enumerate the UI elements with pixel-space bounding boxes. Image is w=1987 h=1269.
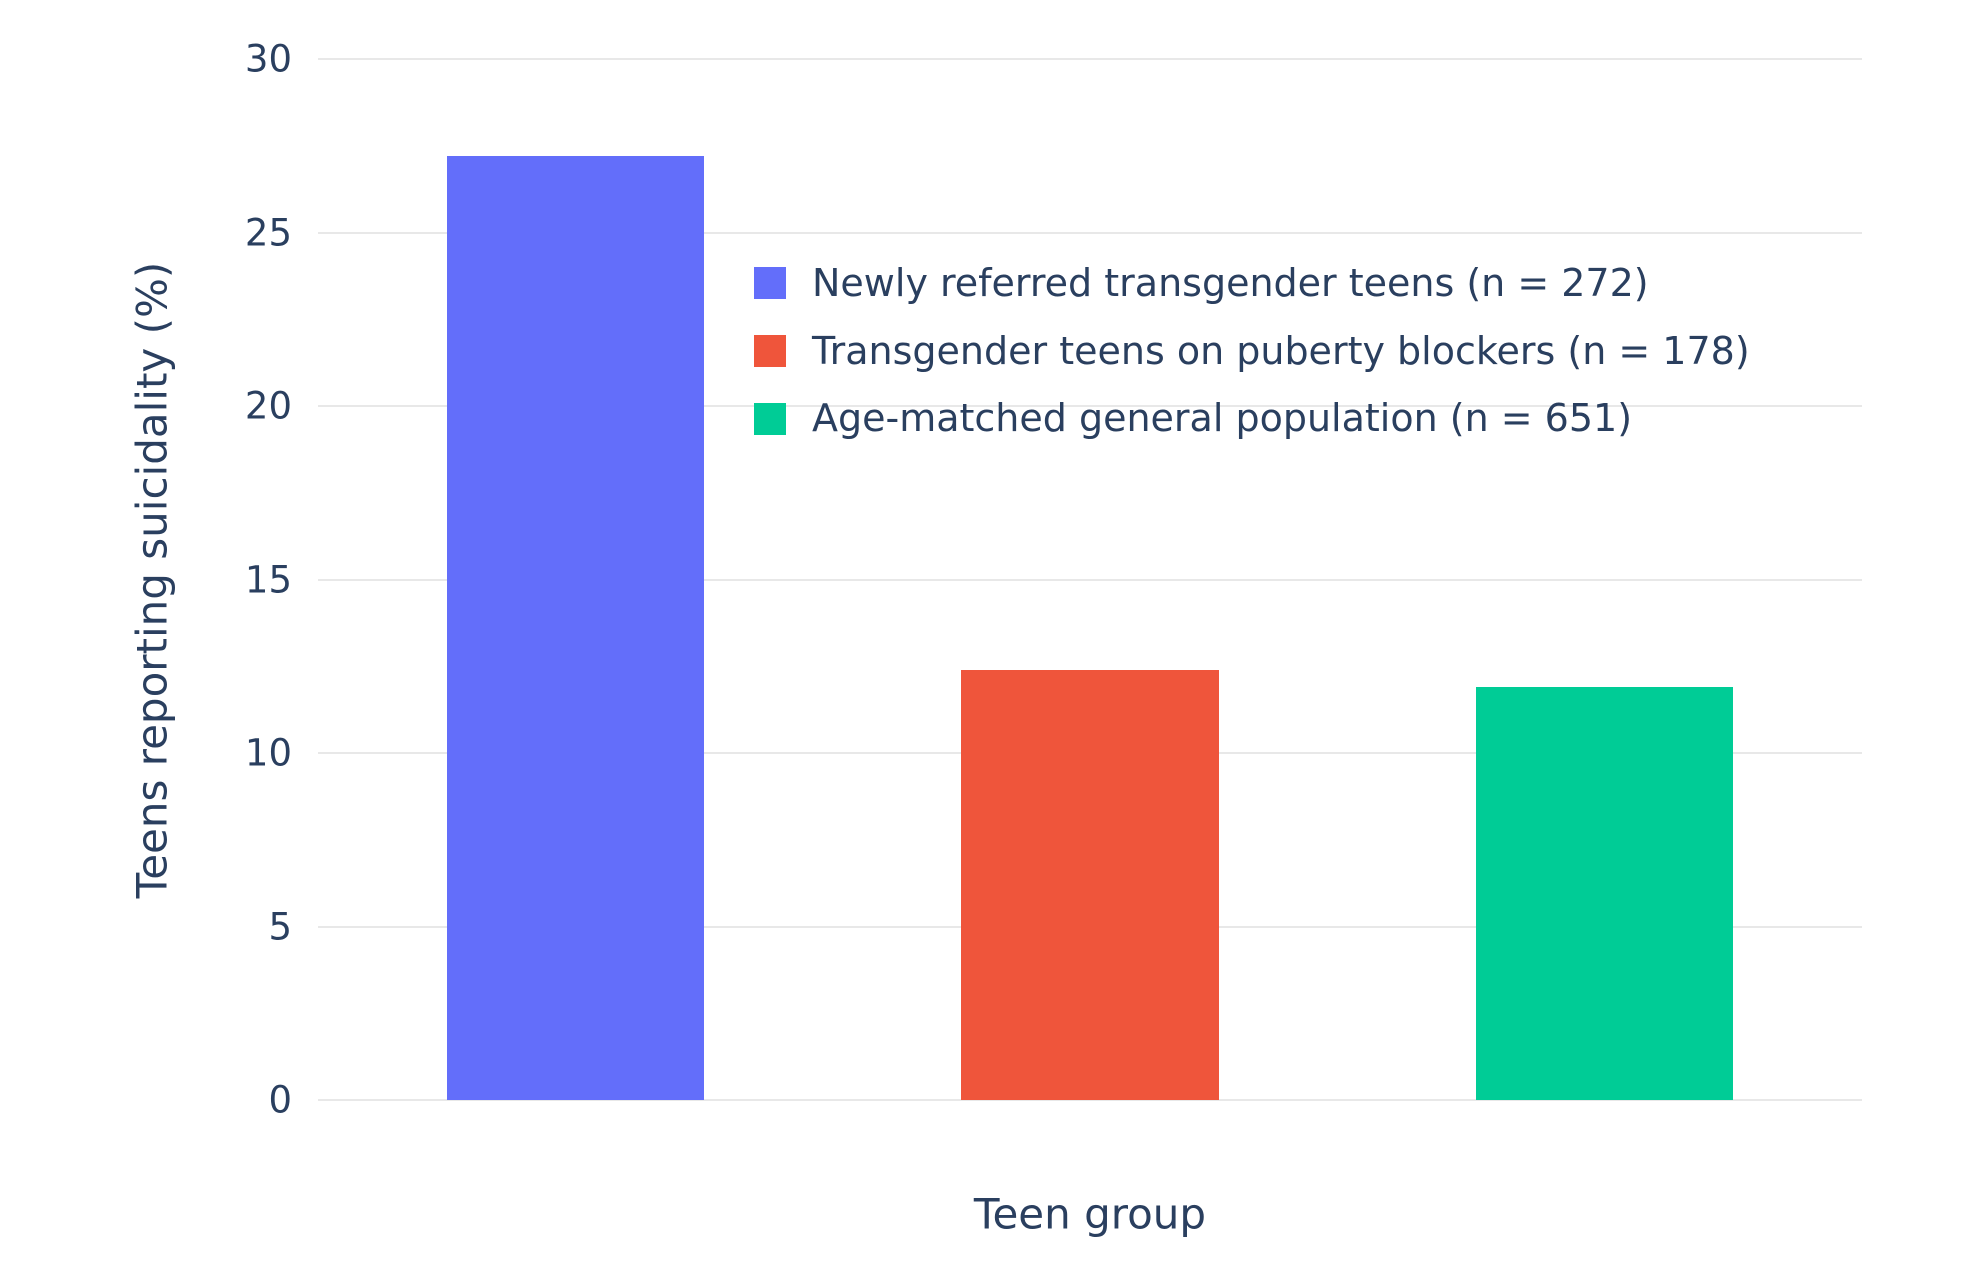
- bar-column-2: [833, 59, 1348, 1100]
- x-axis-title: Teen group: [973, 1189, 1207, 1239]
- plot-area: 0 5 10 15 20 25 30 Newly referred transgender …: [245, 41, 1862, 1119]
- bar-3: [1476, 687, 1734, 1100]
- legend: Newly referred transgender teens (n = 27…: [754, 259, 1750, 443]
- y-axis-title: Teens reporting suicidality (%): [127, 261, 177, 899]
- bar-2: [961, 669, 1219, 1100]
- y-tick-label-20: 20: [244, 384, 292, 428]
- y-axis-tick-labels: 0 5 10 15 20 25 30: [245, 41, 1862, 1119]
- bar-series: [318, 59, 1862, 1100]
- legend-item-1[interactable]: Newly referred transgender teens (n = 27…: [754, 259, 1750, 308]
- gridline-y-30: [318, 58, 1862, 60]
- gridline-y-15: [318, 578, 1862, 581]
- bar-column-3: [1347, 59, 1862, 1100]
- y-tick-label-10: 10: [244, 731, 292, 775]
- gridline-y-25: [318, 231, 1862, 234]
- bar-1: [446, 156, 704, 1100]
- gridline-y-0: [318, 1099, 1862, 1101]
- legend-swatch-icon: [754, 267, 786, 300]
- bar-column-1: [318, 59, 833, 1100]
- legend-label: Age-matched general population (n = 651): [812, 396, 1633, 441]
- legend-item-2[interactable]: Transgender teens on puberty blockers (n…: [754, 327, 1750, 376]
- legend-swatch-icon: [754, 334, 786, 367]
- y-tick-label-30: 30: [244, 37, 292, 81]
- y-tick-label-5: 5: [268, 905, 292, 948]
- legend-label: Newly referred transgender teens (n = 27…: [812, 261, 1649, 305]
- y-tick-label-0: 0: [268, 1078, 292, 1122]
- legend-swatch-icon: [754, 402, 786, 435]
- y-tick-label-15: 15: [244, 558, 292, 601]
- y-tick-label-25: 25: [244, 211, 292, 254]
- legend-item-3[interactable]: Age-matched general population (n = 651): [754, 394, 1750, 443]
- gridline-y-20: [318, 405, 1862, 407]
- legend-label: Transgender teens on puberty blockers (n…: [812, 328, 1750, 373]
